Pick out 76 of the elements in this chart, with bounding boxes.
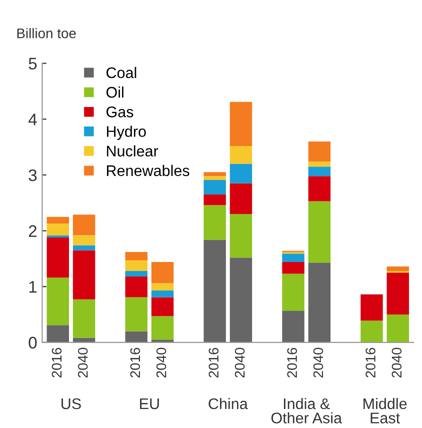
x-tick-label: 2016 — [130, 348, 140, 378]
bar — [308, 166, 331, 176]
bar — [308, 262, 331, 342]
x-tick-label: 2016 — [366, 348, 376, 378]
legend-label: Hydro — [106, 126, 146, 140]
bar — [386, 272, 409, 314]
bar — [72, 250, 96, 300]
bar — [308, 141, 331, 162]
bar — [72, 299, 96, 338]
y-tick-label: 5 — [28, 58, 37, 70]
bar — [204, 176, 226, 180]
bar — [230, 146, 252, 164]
bar — [204, 180, 226, 194]
bar — [204, 240, 226, 342]
bar — [386, 266, 409, 271]
bar — [46, 278, 70, 326]
legend-label: Gas — [106, 106, 134, 118]
bar — [125, 260, 148, 271]
bar — [282, 254, 304, 262]
legend-label: Nuclear — [106, 145, 158, 157]
bar — [230, 102, 252, 146]
bar — [46, 325, 70, 342]
x-tick-label: 2040 — [392, 348, 402, 378]
bar — [72, 245, 96, 250]
bar — [230, 164, 252, 184]
bar — [46, 224, 70, 236]
bar — [308, 201, 331, 263]
y-tick-label: 0 — [28, 336, 37, 349]
x-tick-label: 2016 — [287, 348, 297, 378]
bar — [204, 194, 226, 206]
x-tick-label: 2040 — [156, 348, 166, 378]
bar — [125, 252, 148, 260]
bar — [151, 316, 174, 340]
bar — [204, 205, 226, 240]
text: Middle East — [364, 398, 407, 424]
bar — [360, 320, 383, 342]
x-tick-label: 2016 — [208, 348, 219, 378]
x-tick-label: 2040 — [78, 348, 88, 378]
text: India & Other Asia — [271, 398, 342, 424]
y-tick-label: 4 — [28, 114, 37, 126]
bar — [125, 276, 148, 298]
bar — [151, 290, 174, 298]
bar — [46, 237, 70, 278]
x-tick-label: 2040 — [313, 348, 324, 378]
bar — [282, 262, 304, 274]
legend-label: Renewables — [106, 164, 190, 176]
x-tick-label: 2040 — [234, 348, 245, 378]
bar — [125, 297, 148, 332]
y-tick-label: 3 — [28, 169, 37, 182]
bar — [282, 310, 304, 342]
bar — [125, 331, 148, 342]
legend-label: Coal — [106, 66, 136, 78]
bar — [386, 314, 409, 342]
bar — [230, 183, 252, 214]
bar — [151, 297, 174, 316]
y-tick-label: 1 — [29, 281, 37, 293]
bar — [125, 270, 148, 277]
x-tick-label: 2016 — [52, 348, 62, 378]
bar — [151, 262, 174, 284]
bar — [282, 274, 304, 311]
legend-label: Oil — [106, 86, 124, 98]
bar — [204, 172, 226, 176]
bar — [151, 283, 174, 290]
y-axis-title: Billion toe — [17, 28, 76, 38]
bar — [360, 294, 383, 321]
bar — [72, 214, 96, 236]
bar — [230, 214, 252, 258]
bar — [72, 235, 96, 246]
text: China — [208, 398, 248, 410]
bar — [46, 216, 70, 224]
bar — [308, 176, 331, 202]
text: US — [62, 398, 81, 410]
bar — [230, 258, 252, 342]
y-tick-label: 2 — [28, 225, 37, 237]
bar — [308, 162, 331, 167]
text: EU — [140, 398, 159, 410]
